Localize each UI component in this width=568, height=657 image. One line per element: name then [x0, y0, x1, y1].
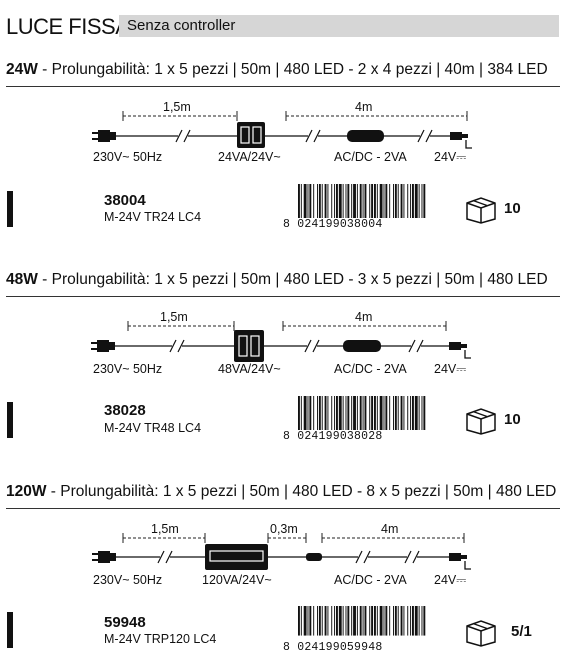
output-label: 24V⎓ — [434, 362, 467, 376]
barcode-left-group: 024199 — [297, 218, 340, 231]
section-divider — [6, 296, 560, 297]
black-bar-marker — [7, 612, 13, 648]
package-box-icon — [466, 408, 496, 435]
product-code: 38004 — [104, 192, 146, 209]
transformer-icon — [237, 122, 265, 148]
supply-label: 230V~ 50Hz — [93, 150, 163, 164]
acdc-module-icon — [343, 340, 381, 352]
output-label: 24V⎓ — [434, 573, 467, 587]
section-separator: - — [37, 61, 52, 78]
transformer-label: 120VA/24V~ — [202, 573, 272, 587]
product-model: M-24V TR24 LC4 — [104, 210, 202, 224]
barcode-right-group: 059948 — [339, 641, 383, 654]
barcode-first-digit: 8 — [283, 430, 291, 443]
wiring-diagram-graphic — [92, 111, 472, 149]
transformer-label: 48VA/24V~ — [218, 362, 281, 376]
dimension-label: 4m — [381, 522, 399, 536]
header-badge: Senza controller — [119, 15, 559, 37]
power-plug-icon — [92, 551, 116, 563]
product-code: 59948 — [104, 614, 146, 631]
wiring-diagram-120w: 1,5m 0,3m 4m 230V~ 50Hz 120VA/24V~ AC/DC… — [0, 520, 568, 592]
wiring-diagram-graphic — [91, 321, 471, 362]
output-connector-icon — [450, 132, 472, 149]
wiring-diagram-48w: 1,5m 4m 230V~ 50Hz 48VA/24V~ AC/DC - 2VA… — [0, 310, 568, 382]
acdc-label: AC/DC - 2VA — [334, 573, 407, 587]
barcode-left-group: 024199 — [297, 641, 340, 654]
wiring-diagram-24w: 1,5m 4m 230V~ 50Hz 24VA/24V~ AC/DC - 2VA… — [0, 98, 568, 168]
acdc-module-icon — [306, 553, 322, 561]
supply-label: 230V~ 50Hz — [93, 362, 163, 376]
section-title-24w: 24W - Prolungabilità: 1 x 5 pezzi | 50m … — [6, 61, 548, 79]
wiring-diagram-graphic — [92, 533, 471, 570]
section-description: Prolungabilità: 1 x 5 pezzi | 50m | 480 … — [51, 271, 548, 288]
barcode — [298, 396, 426, 430]
section-title-120w: 120W - Prolungabilità: 1 x 5 pezzi | 50m… — [6, 483, 556, 501]
acdc-module-icon — [347, 130, 384, 142]
barcode — [298, 606, 426, 636]
black-bar-marker — [7, 402, 13, 438]
dimension-label: 4m — [355, 310, 373, 324]
product-model: M-24V TRP120 LC4 — [104, 632, 217, 646]
output-connector-icon — [449, 342, 471, 359]
section-description: Prolungabilità: 1 x 5 pezzi | 50m | 480 … — [51, 61, 548, 78]
product-code: 38028 — [104, 402, 146, 419]
dimension-label: 4m — [355, 100, 373, 114]
barcode-left-group: 024199 — [297, 430, 340, 443]
barcode-digits: 8 024199038004 — [283, 218, 382, 231]
section-power: 120W — [6, 483, 47, 500]
dimension-label: 0,3m — [270, 522, 298, 536]
package-quantity: 5/1 — [511, 623, 532, 640]
barcode — [298, 184, 426, 218]
transformer-icon — [234, 330, 264, 362]
barcode-right-group: 038004 — [339, 218, 383, 231]
package-quantity: 10 — [504, 411, 521, 428]
barcode-first-digit: 8 — [283, 218, 291, 231]
supply-label: 230V~ 50Hz — [93, 573, 163, 587]
dimension-label: 1,5m — [151, 522, 179, 536]
output-label: 24V⎓ — [434, 150, 467, 164]
barcode-digits: 8 024199059948 — [283, 641, 382, 654]
black-bar-marker — [7, 191, 13, 227]
section-divider — [6, 508, 560, 509]
transformer-icon — [205, 544, 268, 570]
dimension-label: 1,5m — [163, 100, 191, 114]
barcode-first-digit: 8 — [283, 641, 291, 654]
product-model: M-24V TR48 LC4 — [104, 421, 202, 435]
section-divider — [6, 86, 560, 87]
section-separator: - — [46, 483, 61, 500]
section-separator: - — [37, 271, 52, 288]
dimension-label: 1,5m — [160, 310, 188, 324]
acdc-label: AC/DC - 2VA — [334, 362, 407, 376]
package-box-icon — [466, 620, 496, 647]
section-title-48w: 48W - Prolungabilità: 1 x 5 pezzi | 50m … — [6, 271, 548, 289]
section-description: Prolungabilità: 1 x 5 pezzi | 50m | 480 … — [60, 483, 557, 500]
barcode-digits: 8 024199038028 — [283, 430, 382, 443]
power-plug-icon — [91, 340, 115, 352]
barcode-right-group: 038028 — [339, 430, 383, 443]
section-power: 48W — [6, 271, 38, 288]
acdc-label: AC/DC - 2VA — [334, 150, 407, 164]
package-box-icon — [466, 197, 496, 224]
page-title: LUCE FISSA — [6, 14, 130, 39]
section-power: 24W — [6, 61, 38, 78]
power-plug-icon — [92, 130, 116, 142]
package-quantity: 10 — [504, 200, 521, 217]
transformer-label: 24VA/24V~ — [218, 150, 281, 164]
output-connector-icon — [449, 553, 471, 570]
